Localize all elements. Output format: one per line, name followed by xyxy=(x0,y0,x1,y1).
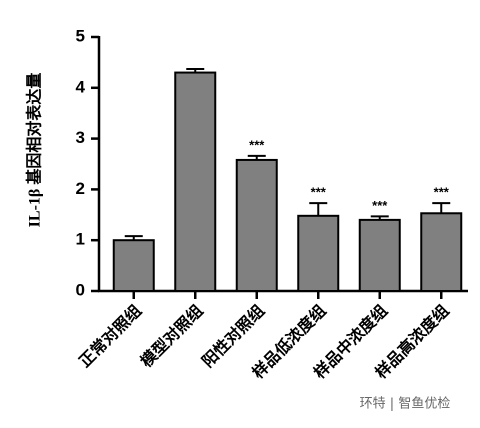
y-axis-label: IL-1β 基因相对表达量 xyxy=(25,73,44,228)
watermark: 环特 | 智鱼优检 xyxy=(360,396,451,412)
bar xyxy=(297,214,340,292)
significance: *** xyxy=(434,185,450,200)
bar xyxy=(235,158,278,292)
significance: *** xyxy=(311,185,327,200)
bar xyxy=(420,212,463,292)
y-tick-label: 4 xyxy=(76,77,86,96)
significance: *** xyxy=(372,198,388,213)
bar xyxy=(358,218,401,293)
bar xyxy=(112,239,155,292)
y-tick-label: 2 xyxy=(76,179,85,198)
y-tick-label: 3 xyxy=(76,128,85,147)
x-tick-label: 阳性对照组 xyxy=(198,301,268,371)
y-tick-label: 1 xyxy=(76,230,85,249)
x-tick-label: 模型对照组 xyxy=(137,301,207,371)
bar xyxy=(174,71,217,292)
y-tick-label: 5 xyxy=(76,26,85,45)
y-tick-label: 0 xyxy=(76,280,85,299)
significance: *** xyxy=(249,137,265,152)
x-tick-label: 正常对照组 xyxy=(75,301,145,371)
